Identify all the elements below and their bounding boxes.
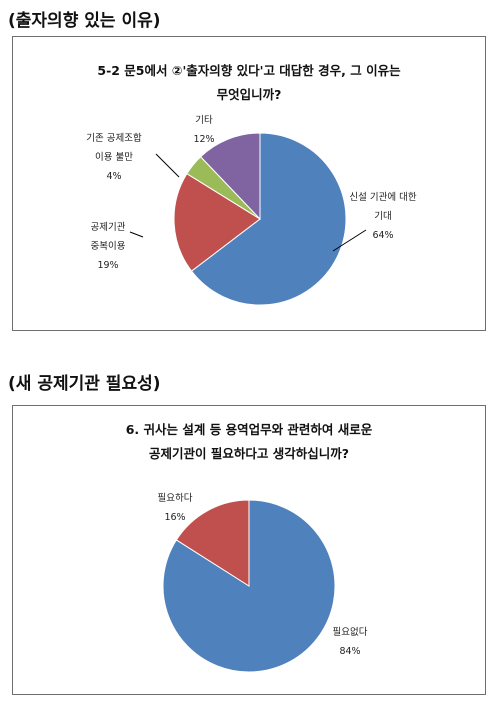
pie-slice	[173, 172, 261, 272]
data-label-category: 기존 공제조합	[86, 133, 142, 144]
data-label-category: 이용 불만	[95, 152, 133, 163]
data-label-percent: 4%	[106, 171, 121, 182]
chart-panel-new-institution-need: 6. 귀사는 설계 등 용역업무와 관련하여 새로운 공제기관이 필요하다고 생…	[12, 405, 486, 695]
chart-title: 6. 귀사는 설계 등 용역업무와 관련하여 새로운 공제기관이 필요하다고 생…	[13, 418, 485, 466]
pie-slice	[199, 132, 261, 221]
data-label-category: 중복이용	[91, 241, 126, 252]
data-label-percent: 64%	[372, 230, 393, 241]
data-label-percent: 84%	[339, 646, 360, 657]
pie-slice	[190, 132, 347, 306]
data-label-percent: 12%	[193, 134, 214, 145]
chart-title-line: 공제기관이 필요하다고 생각하십니까?	[149, 446, 349, 461]
data-label-category: 신설 기관에 대한	[349, 192, 416, 203]
leader-line	[332, 229, 367, 252]
chart-panel-investment-reason: 5-2 문5에서 ②'출자의향 있다'고 대답한 경우, 그 이유는 무엇입니까…	[12, 36, 486, 331]
data-label-percent: 16%	[164, 512, 185, 523]
leader-line	[129, 231, 144, 238]
chart-title: 5-2 문5에서 ②'출자의향 있다'고 대답한 경우, 그 이유는 무엇입니까…	[13, 59, 485, 107]
data-label-category: 필요하다	[158, 492, 193, 504]
pie-chart-new-institution-need: 필요없다 84% 필요하다 16%	[158, 492, 368, 673]
data-label-percent: 19%	[97, 260, 118, 271]
data-label-category: 기대	[374, 211, 391, 222]
data-label-category: 공제기관	[91, 222, 126, 233]
data-label-category: 필요없다	[333, 626, 368, 638]
section-heading-investment-reason: (출자의향 있는 이유)	[8, 11, 161, 31]
data-label-category: 기타	[195, 115, 213, 126]
chart-title-line: 무엇입니까?	[216, 87, 282, 102]
leader-line	[155, 153, 180, 178]
pie-slice	[175, 499, 250, 587]
chart-title-line: 5-2 문5에서 ②'출자의향 있다'고 대답한 경우, 그 이유는	[97, 63, 401, 78]
chart-title-line: 6. 귀사는 설계 등 용역업무와 관련하여 새로운	[125, 422, 373, 437]
section-heading-new-institution-need: (새 공제기관 필요성)	[8, 374, 161, 394]
